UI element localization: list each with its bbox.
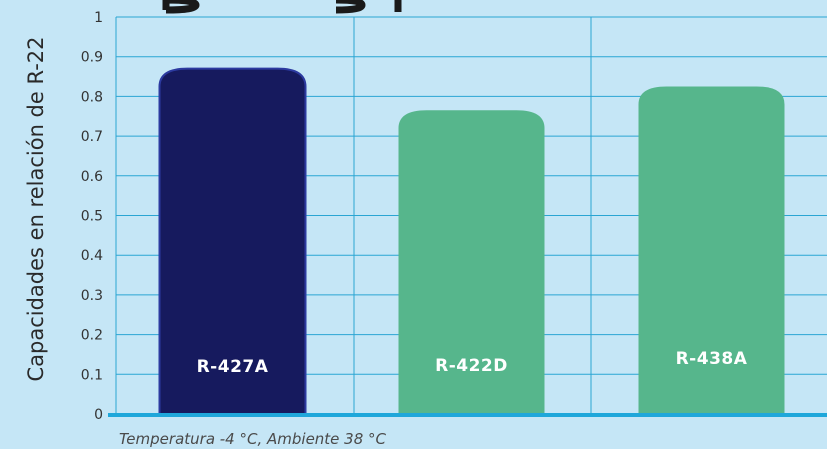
bar-label: R-427A <box>197 357 269 377</box>
y-tick-label: 0.9 <box>81 50 103 66</box>
y-tick-label: 0.8 <box>81 89 103 105</box>
footnote: Temperatura -4 °C, Ambiente 38 °C <box>119 430 387 448</box>
cropped-title-fragment <box>162 0 402 14</box>
y-tick-label: 0.2 <box>81 328 103 344</box>
y-tick-label: 0 <box>94 407 103 423</box>
bar-label: R-422D <box>435 356 508 376</box>
y-axis-label: Capacidades en relación de R-22 <box>24 36 48 381</box>
y-tick-label: 0.7 <box>81 129 103 145</box>
y-tick-label: 0.1 <box>81 367 103 383</box>
bars: R-427A R-422D R-438A <box>158 67 785 415</box>
y-axis-ticks: 0 0.1 0.2 0.3 0.4 0.5 0.6 0.7 0.8 0.9 1 <box>81 10 103 423</box>
y-tick-label: 0.6 <box>81 169 103 185</box>
bar-r-422d <box>398 110 545 415</box>
y-tick-label: 0.3 <box>81 288 103 304</box>
bar-r-438a <box>638 86 785 414</box>
y-tick-label: 1 <box>94 10 103 26</box>
y-tick-label: 0.5 <box>81 209 103 225</box>
y-tick-label: 0.4 <box>81 248 103 264</box>
bar-r-427a <box>158 67 307 415</box>
bar-label: R-438A <box>676 349 748 369</box>
